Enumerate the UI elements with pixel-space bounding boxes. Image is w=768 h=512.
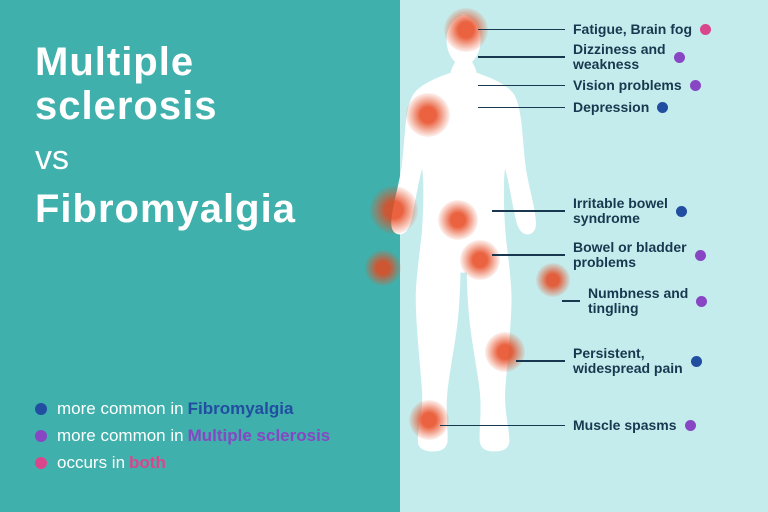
symptom-row: Persistent,widespread pain: [516, 346, 702, 376]
symptom-label: Persistent,widespread pain: [573, 346, 683, 376]
leader-line: [562, 300, 580, 301]
symptom-row: Numbness andtingling: [562, 286, 707, 316]
category-dot-icon: [691, 356, 702, 367]
legend-dot-icon: [35, 430, 47, 442]
category-dot-icon: [685, 420, 696, 431]
leader-line: [478, 29, 565, 30]
legend-text: more common in: [57, 426, 184, 446]
symptom-label: Bowel or bladderproblems: [573, 240, 687, 270]
title-line-1: Multiple: [35, 40, 296, 84]
symptom-row: Depression: [478, 100, 668, 115]
symptom-row: Bowel or bladderproblems: [492, 240, 706, 270]
title-line-2: sclerosis: [35, 84, 296, 128]
legend-row: more common in Multiple sclerosis: [35, 426, 330, 446]
legend-em: both: [129, 453, 166, 473]
category-dot-icon: [700, 24, 711, 35]
category-dot-icon: [674, 52, 685, 63]
legend-em: Fibromyalgia: [188, 399, 294, 419]
legend-dot-icon: [35, 457, 47, 469]
symptom-row: Vision problems: [478, 78, 701, 93]
symptom-label: Numbness andtingling: [588, 286, 688, 316]
symptom-label: Muscle spasms: [573, 418, 677, 433]
symptom-row: Irritable bowelsyndrome: [492, 196, 687, 226]
category-dot-icon: [695, 250, 706, 261]
infographic-canvas: Multiple sclerosis vs Fibromyalgia more …: [0, 0, 768, 512]
title-block: Multiple sclerosis vs Fibromyalgia: [35, 40, 296, 231]
leader-line: [478, 85, 565, 86]
leader-line: [478, 107, 565, 108]
legend: more common in Fibromyalgiamore common i…: [35, 392, 330, 480]
symptom-row: Fatigue, Brain fog: [478, 22, 711, 37]
legend-row: occurs in both: [35, 453, 330, 473]
leader-line: [440, 425, 565, 426]
title-line-4: Fibromyalgia: [35, 187, 296, 231]
legend-dot-icon: [35, 403, 47, 415]
legend-text: occurs in: [57, 453, 125, 473]
legend-row: more common in Fibromyalgia: [35, 399, 330, 419]
category-dot-icon: [676, 206, 687, 217]
symptom-label: Depression: [573, 100, 649, 115]
legend-em: Multiple sclerosis: [188, 426, 331, 446]
legend-text: more common in: [57, 399, 184, 419]
leader-line: [516, 360, 565, 361]
category-dot-icon: [696, 296, 707, 307]
symptom-label: Irritable bowelsyndrome: [573, 196, 668, 226]
symptom-label: Dizziness andweakness: [573, 42, 666, 72]
symptom-row: Dizziness andweakness: [478, 42, 685, 72]
leader-line: [492, 254, 565, 255]
symptom-row: Muscle spasms: [440, 418, 696, 433]
leader-line: [492, 210, 565, 211]
leader-line: [478, 56, 565, 57]
category-dot-icon: [657, 102, 668, 113]
title-line-vs: vs: [35, 140, 296, 177]
category-dot-icon: [690, 80, 701, 91]
symptom-label: Vision problems: [573, 78, 682, 93]
symptom-label: Fatigue, Brain fog: [573, 22, 692, 37]
